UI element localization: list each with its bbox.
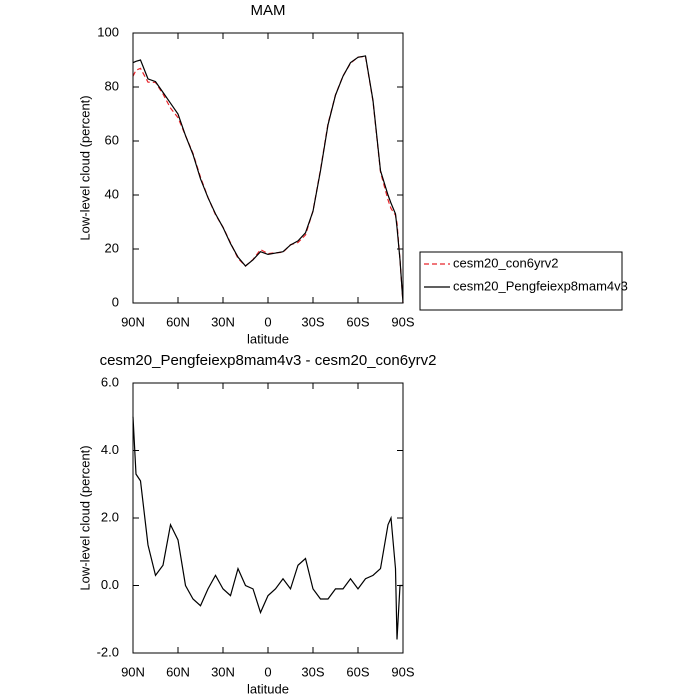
plot-frame: [132, 382, 404, 654]
y-tick-label: 60: [105, 132, 119, 147]
x-tick-label: 0: [264, 314, 271, 329]
y-tick-label: -2.0: [97, 644, 119, 659]
y-axis-label: Low-level cloud (percent): [77, 95, 92, 240]
x-tick-label: 30N: [211, 314, 235, 329]
y-axis-label: Low-level cloud (percent): [77, 445, 92, 590]
x-axis-label: latitude: [247, 681, 289, 696]
legend-label: cesm20_Pengfeiexp8mam4v3: [453, 278, 628, 293]
x-tick-label: 30N: [211, 664, 235, 679]
y-tick-label: 0: [112, 294, 119, 309]
y-tick-label: 4.0: [101, 442, 119, 457]
x-axis-label: latitude: [247, 331, 289, 346]
series-line: [132, 55, 404, 304]
x-tick-label: 30S: [301, 664, 324, 679]
legend-label: cesm20_con6yrv2: [453, 255, 559, 270]
chart-title: cesm20_Pengfeiexp8mam4v3 - cesm20_con6yr…: [100, 352, 437, 369]
x-tick-label: 90N: [121, 664, 145, 679]
plot-frame: [132, 32, 404, 304]
chart-title: MAM: [251, 2, 286, 19]
y-tick-label: 80: [105, 78, 119, 93]
x-tick-label: 0: [264, 664, 271, 679]
y-tick-label: 0.0: [101, 577, 119, 592]
x-tick-label: 60N: [166, 314, 190, 329]
series-line: [132, 55, 404, 304]
x-tick-label: 30S: [301, 314, 324, 329]
legend-box: [419, 251, 623, 311]
x-tick-label: 60S: [346, 664, 369, 679]
y-tick-label: 20: [105, 240, 119, 255]
y-tick-label: 2.0: [101, 509, 119, 524]
y-tick-label: 40: [105, 186, 119, 201]
x-tick-label: 60N: [166, 664, 190, 679]
series-line: [132, 416, 403, 640]
x-tick-label: 90S: [391, 314, 414, 329]
x-tick-label: 60S: [346, 314, 369, 329]
y-tick-label: 6.0: [101, 374, 119, 389]
x-tick-label: 90N: [121, 314, 145, 329]
y-tick-label: 100: [97, 24, 119, 39]
x-tick-label: 90S: [391, 664, 414, 679]
